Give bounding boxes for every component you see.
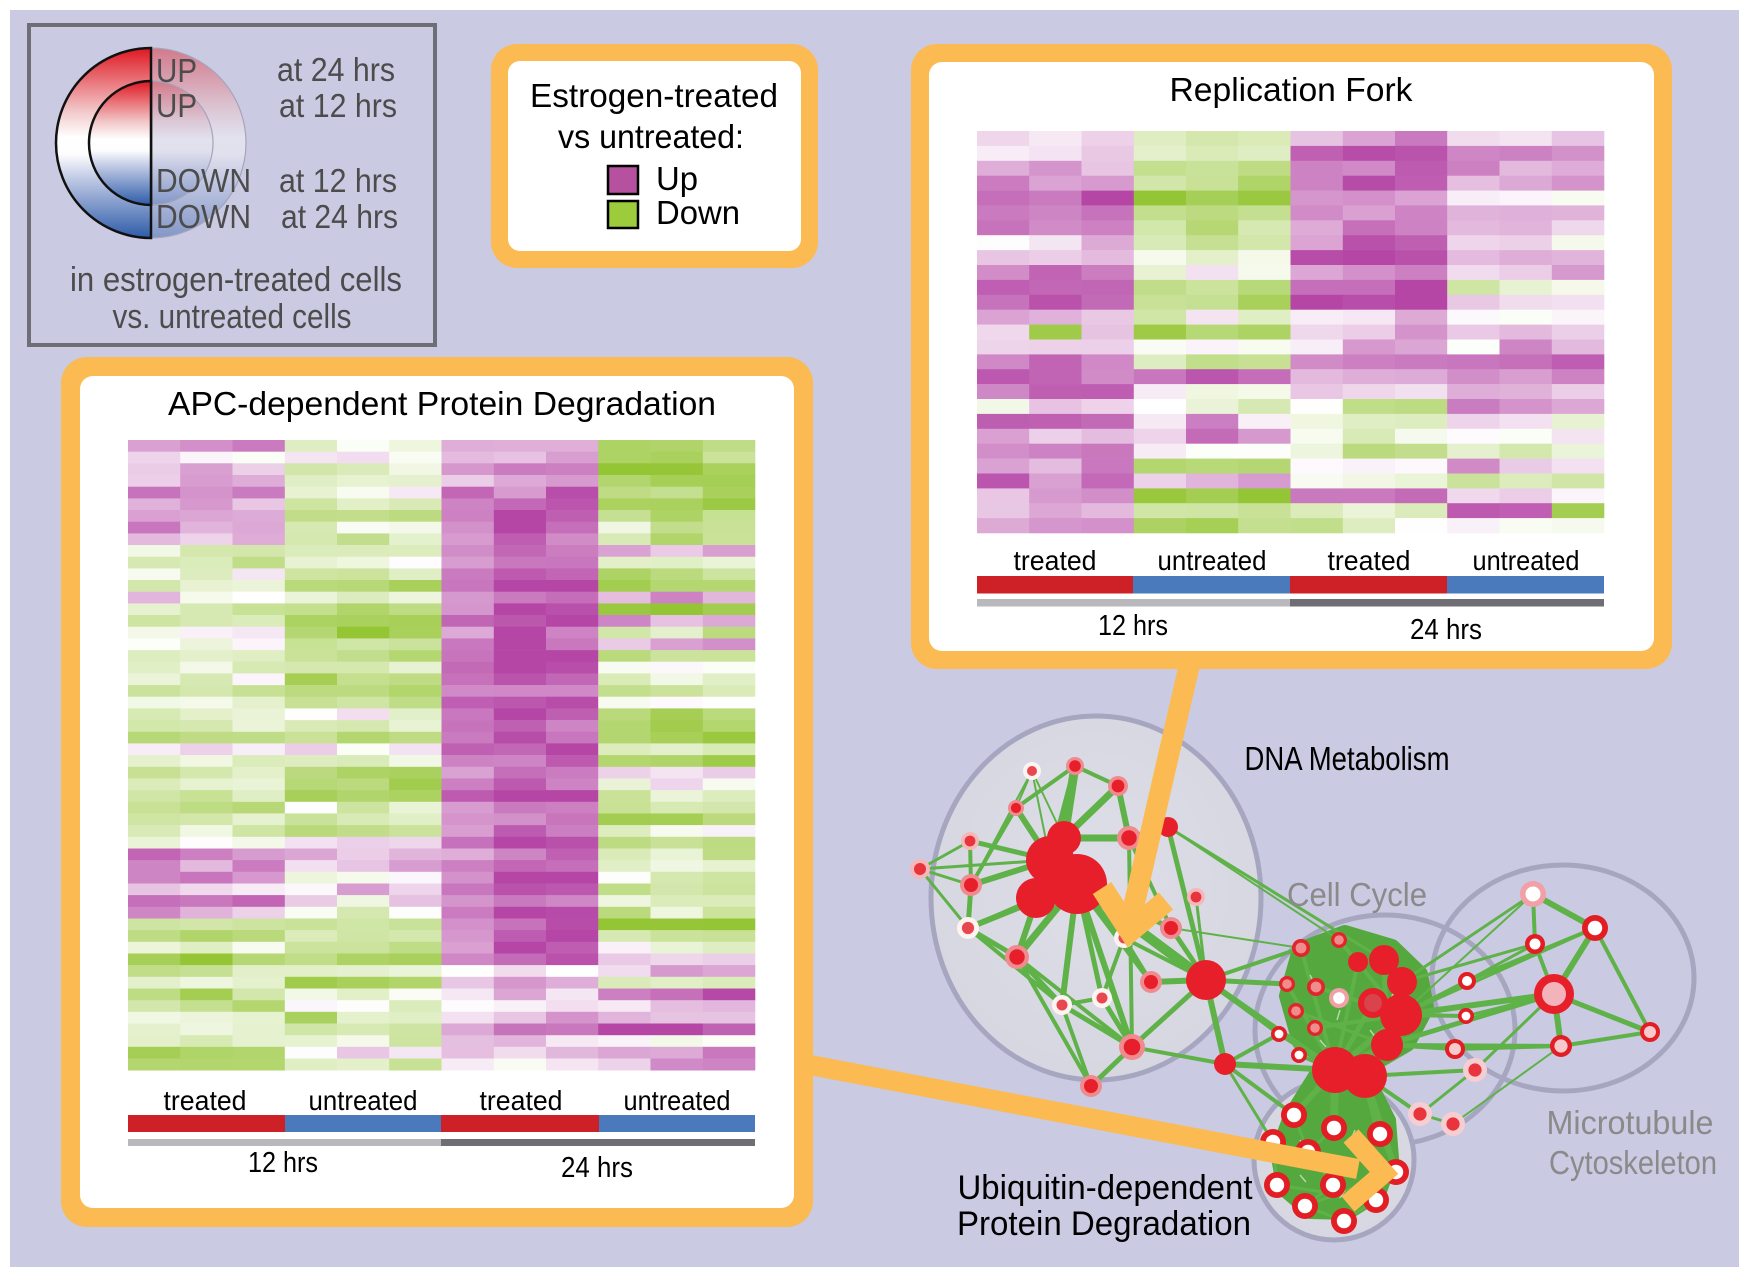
svg-text:DNA Metabolism: DNA Metabolism: [1245, 740, 1450, 777]
svg-text:Replication Fork: Replication Fork: [1170, 71, 1414, 108]
svg-text:treated: treated: [1328, 545, 1411, 576]
svg-text:Ubiquitin-dependent: Ubiquitin-dependent: [958, 1169, 1254, 1207]
svg-text:Microtubule: Microtubule: [1547, 1104, 1714, 1141]
svg-text:untreated: untreated: [1158, 545, 1267, 576]
svg-text:DOWN: DOWN: [156, 162, 251, 199]
svg-text:untreated: untreated: [309, 1085, 418, 1116]
svg-text:untreated: untreated: [1473, 545, 1580, 576]
svg-text:in estrogen-treated cells: in estrogen-treated cells: [70, 261, 402, 299]
svg-text:vs. untreated cells: vs. untreated cells: [113, 298, 352, 336]
svg-text:Cytoskeleton: Cytoskeleton: [1549, 1144, 1717, 1181]
svg-text:treated: treated: [1014, 545, 1097, 576]
svg-text:Up: Up: [656, 160, 698, 197]
svg-text:untreated: untreated: [624, 1085, 731, 1116]
svg-text:at 24 hrs: at 24 hrs: [277, 51, 395, 88]
svg-text:at 12 hrs: at 12 hrs: [279, 162, 397, 199]
svg-text:Estrogen-treated: Estrogen-treated: [530, 77, 778, 114]
svg-text:APC-dependent Protein Degradat: APC-dependent Protein Degradation: [168, 385, 716, 422]
svg-text:at 12 hrs: at 12 hrs: [279, 87, 397, 124]
svg-text:24 hrs: 24 hrs: [561, 1152, 633, 1184]
svg-text:DOWN: DOWN: [156, 198, 251, 235]
svg-text:Cell Cycle: Cell Cycle: [1287, 876, 1427, 913]
svg-text:UP: UP: [156, 52, 197, 89]
svg-text:12 hrs: 12 hrs: [248, 1147, 318, 1179]
svg-text:at 24 hrs: at 24 hrs: [281, 198, 398, 235]
svg-text:12 hrs: 12 hrs: [1098, 610, 1168, 642]
svg-text:treated: treated: [164, 1085, 247, 1116]
svg-text:Protein Degradation: Protein Degradation: [957, 1205, 1251, 1243]
svg-text:Down: Down: [656, 194, 740, 231]
svg-text:treated: treated: [480, 1085, 563, 1116]
svg-text:vs untreated:: vs untreated:: [558, 118, 744, 155]
svg-text:24 hrs: 24 hrs: [1410, 614, 1482, 646]
svg-text:UP: UP: [156, 87, 197, 124]
